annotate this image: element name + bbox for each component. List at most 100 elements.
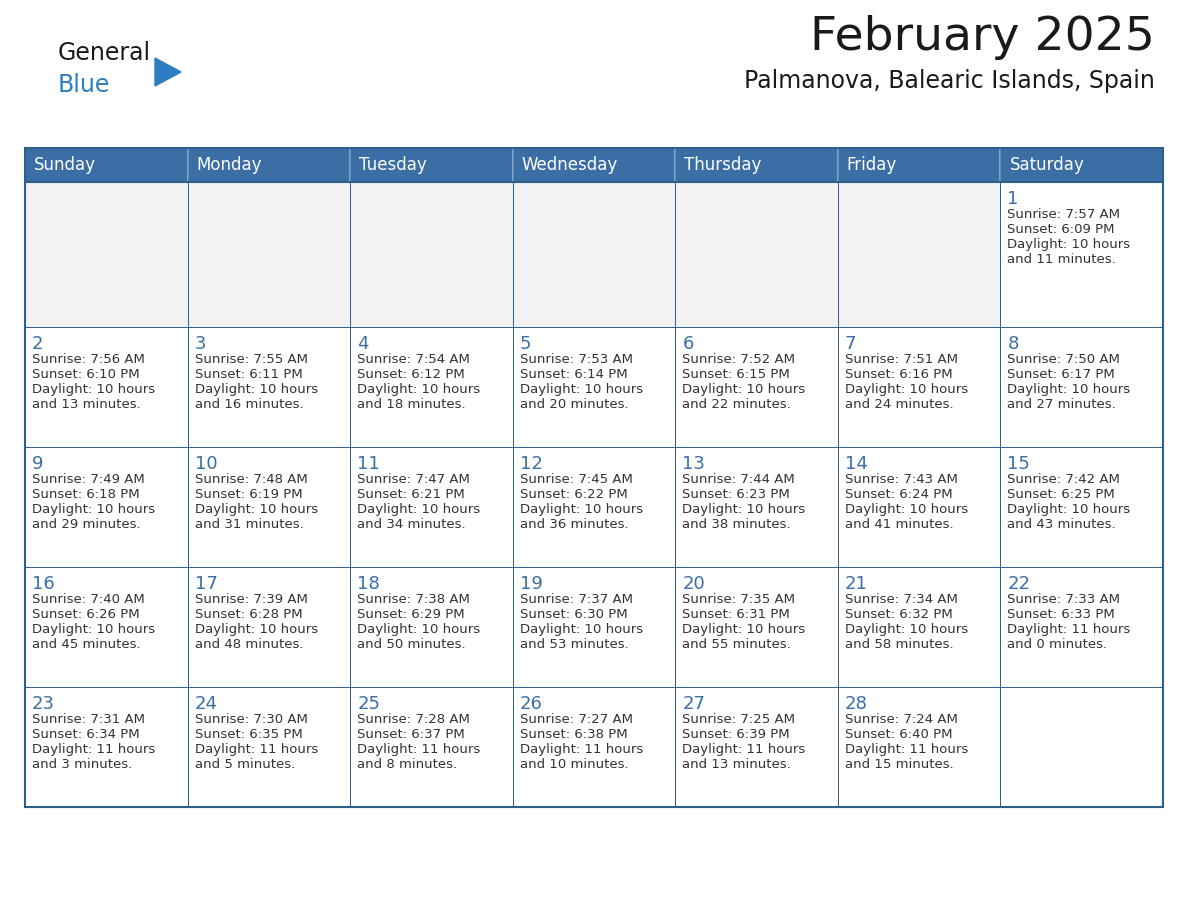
Text: Sunrise: 7:54 AM: Sunrise: 7:54 AM: [358, 353, 470, 366]
Bar: [188, 182, 350, 327]
Bar: [513, 567, 675, 687]
Text: Sunrise: 7:30 AM: Sunrise: 7:30 AM: [195, 713, 308, 726]
Text: Sunset: 6:33 PM: Sunset: 6:33 PM: [1007, 608, 1116, 621]
Text: and 13 minutes.: and 13 minutes.: [682, 758, 791, 771]
Text: Daylight: 11 hours: Daylight: 11 hours: [682, 743, 805, 756]
Bar: [675, 447, 838, 567]
Bar: [25, 687, 188, 807]
Text: 12: 12: [519, 455, 543, 473]
Text: Sunrise: 7:48 AM: Sunrise: 7:48 AM: [195, 473, 308, 486]
Text: 26: 26: [519, 695, 543, 713]
Bar: [838, 687, 1000, 807]
Text: 15: 15: [1007, 455, 1030, 473]
Text: Sunrise: 7:43 AM: Sunrise: 7:43 AM: [845, 473, 958, 486]
Bar: [1000, 687, 1163, 807]
Text: Sunrise: 7:39 AM: Sunrise: 7:39 AM: [195, 593, 308, 606]
Text: Sunrise: 7:47 AM: Sunrise: 7:47 AM: [358, 473, 470, 486]
Text: Sunset: 6:26 PM: Sunset: 6:26 PM: [32, 608, 140, 621]
Text: 13: 13: [682, 455, 706, 473]
Text: and 58 minutes.: and 58 minutes.: [845, 638, 954, 651]
Text: 3: 3: [195, 335, 206, 353]
Text: Daylight: 10 hours: Daylight: 10 hours: [519, 503, 643, 516]
Text: 11: 11: [358, 455, 380, 473]
Text: 23: 23: [32, 695, 55, 713]
Bar: [350, 182, 513, 327]
Text: Daylight: 10 hours: Daylight: 10 hours: [358, 623, 480, 636]
Text: Sunset: 6:38 PM: Sunset: 6:38 PM: [519, 728, 627, 741]
Text: Sunrise: 7:33 AM: Sunrise: 7:33 AM: [1007, 593, 1120, 606]
Text: Sunset: 6:32 PM: Sunset: 6:32 PM: [845, 608, 953, 621]
Text: Sunrise: 7:42 AM: Sunrise: 7:42 AM: [1007, 473, 1120, 486]
Text: 24: 24: [195, 695, 217, 713]
Text: Sunset: 6:18 PM: Sunset: 6:18 PM: [32, 488, 140, 501]
Text: Sunrise: 7:37 AM: Sunrise: 7:37 AM: [519, 593, 633, 606]
Text: Sunrise: 7:38 AM: Sunrise: 7:38 AM: [358, 593, 470, 606]
Bar: [188, 447, 350, 567]
Text: 19: 19: [519, 575, 543, 593]
Bar: [25, 148, 188, 182]
Text: and 43 minutes.: and 43 minutes.: [1007, 518, 1116, 531]
Text: and 20 minutes.: and 20 minutes.: [519, 398, 628, 411]
Bar: [675, 567, 838, 687]
Text: Friday: Friday: [847, 156, 897, 174]
Text: Sunset: 6:24 PM: Sunset: 6:24 PM: [845, 488, 953, 501]
Text: Daylight: 10 hours: Daylight: 10 hours: [519, 623, 643, 636]
Text: Daylight: 10 hours: Daylight: 10 hours: [682, 503, 805, 516]
Text: Daylight: 10 hours: Daylight: 10 hours: [1007, 383, 1131, 396]
Text: Sunrise: 7:51 AM: Sunrise: 7:51 AM: [845, 353, 958, 366]
Text: Sunset: 6:29 PM: Sunset: 6:29 PM: [358, 608, 465, 621]
Bar: [513, 182, 675, 327]
Text: Daylight: 10 hours: Daylight: 10 hours: [1007, 238, 1131, 251]
Text: Daylight: 10 hours: Daylight: 10 hours: [845, 383, 968, 396]
Text: Sunrise: 7:44 AM: Sunrise: 7:44 AM: [682, 473, 795, 486]
Text: Sunset: 6:09 PM: Sunset: 6:09 PM: [1007, 223, 1114, 236]
Text: 27: 27: [682, 695, 706, 713]
Text: Sunrise: 7:28 AM: Sunrise: 7:28 AM: [358, 713, 470, 726]
Text: Sunrise: 7:50 AM: Sunrise: 7:50 AM: [1007, 353, 1120, 366]
Text: and 29 minutes.: and 29 minutes.: [32, 518, 140, 531]
Text: Daylight: 10 hours: Daylight: 10 hours: [195, 503, 317, 516]
Text: Thursday: Thursday: [684, 156, 762, 174]
Text: Sunrise: 7:52 AM: Sunrise: 7:52 AM: [682, 353, 795, 366]
Bar: [350, 447, 513, 567]
Text: Sunset: 6:22 PM: Sunset: 6:22 PM: [519, 488, 627, 501]
Text: Sunset: 6:17 PM: Sunset: 6:17 PM: [1007, 368, 1116, 381]
Bar: [350, 567, 513, 687]
Bar: [188, 567, 350, 687]
Bar: [25, 182, 188, 327]
Text: and 41 minutes.: and 41 minutes.: [845, 518, 954, 531]
Bar: [1000, 182, 1163, 327]
Text: and 50 minutes.: and 50 minutes.: [358, 638, 466, 651]
Text: Daylight: 10 hours: Daylight: 10 hours: [195, 383, 317, 396]
Text: Sunrise: 7:25 AM: Sunrise: 7:25 AM: [682, 713, 795, 726]
Text: Daylight: 10 hours: Daylight: 10 hours: [358, 503, 480, 516]
Text: Daylight: 10 hours: Daylight: 10 hours: [1007, 503, 1131, 516]
Text: Daylight: 11 hours: Daylight: 11 hours: [358, 743, 480, 756]
Bar: [838, 567, 1000, 687]
Text: Sunrise: 7:49 AM: Sunrise: 7:49 AM: [32, 473, 145, 486]
Text: 9: 9: [32, 455, 44, 473]
Text: Sunday: Sunday: [34, 156, 96, 174]
Text: February 2025: February 2025: [810, 15, 1155, 60]
Text: Daylight: 10 hours: Daylight: 10 hours: [195, 623, 317, 636]
Bar: [513, 327, 675, 447]
Bar: [675, 687, 838, 807]
Bar: [350, 148, 513, 182]
Text: Daylight: 10 hours: Daylight: 10 hours: [519, 383, 643, 396]
Bar: [838, 148, 1000, 182]
Text: Daylight: 10 hours: Daylight: 10 hours: [845, 503, 968, 516]
Text: 14: 14: [845, 455, 867, 473]
Text: Sunset: 6:21 PM: Sunset: 6:21 PM: [358, 488, 465, 501]
Text: and 27 minutes.: and 27 minutes.: [1007, 398, 1117, 411]
Text: 20: 20: [682, 575, 704, 593]
Bar: [25, 447, 188, 567]
Text: and 13 minutes.: and 13 minutes.: [32, 398, 140, 411]
Text: 1: 1: [1007, 190, 1019, 208]
Text: Sunrise: 7:45 AM: Sunrise: 7:45 AM: [519, 473, 632, 486]
Text: Sunset: 6:19 PM: Sunset: 6:19 PM: [195, 488, 302, 501]
Text: Daylight: 10 hours: Daylight: 10 hours: [358, 383, 480, 396]
Bar: [675, 148, 838, 182]
Polygon shape: [154, 58, 181, 86]
Text: 17: 17: [195, 575, 217, 593]
Text: Sunrise: 7:35 AM: Sunrise: 7:35 AM: [682, 593, 795, 606]
